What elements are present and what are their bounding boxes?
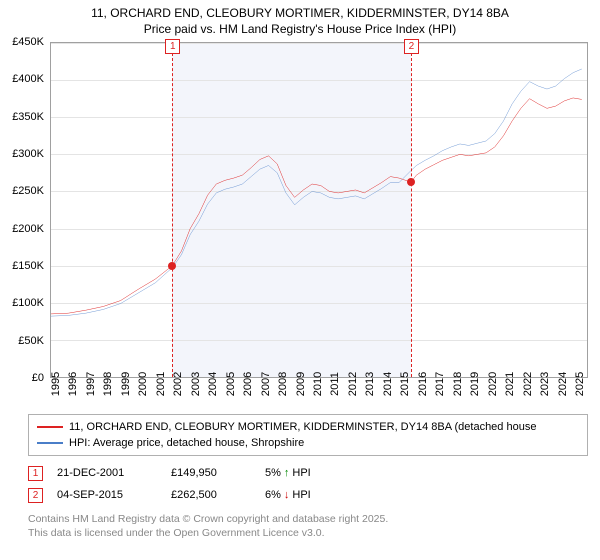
attribution: Contains HM Land Registry data © Crown c… (28, 512, 588, 540)
x-tick-label: 1996 (67, 372, 79, 396)
y-tick-label: £250K (12, 185, 44, 197)
x-tick-label: 1998 (102, 372, 114, 396)
y-tick-label: £150K (12, 260, 44, 272)
series-hpi (51, 69, 582, 316)
markers-table: 1 21-DEC-2001 £149,950 5% ↑ HPI 2 04-SEP… (28, 462, 588, 506)
arrow-down-icon: ↓ (284, 489, 290, 501)
x-tick-label: 2023 (539, 372, 551, 396)
y-tick-label: £0 (32, 372, 44, 384)
x-tick-label: 2024 (557, 372, 569, 396)
x-tick-label: 2018 (452, 372, 464, 396)
marker-id: 2 (33, 490, 39, 501)
legend: 11, ORCHARD END, CLEOBURY MORTIMER, KIDD… (28, 414, 588, 456)
x-tick-label: 2006 (242, 372, 254, 396)
x-tick-label: 2004 (207, 372, 219, 396)
marker-price: £262,500 (171, 489, 251, 501)
x-tick-label: 2020 (487, 372, 499, 396)
chart-area: 12 £0£50K£100K£150K£200K£250K£300K£350K£… (50, 42, 588, 408)
x-tick-label: 2013 (364, 372, 376, 396)
title-block: 11, ORCHARD END, CLEOBURY MORTIMER, KIDD… (0, 0, 600, 38)
marker-row: 2 04-SEP-2015 £262,500 6% ↓ HPI (28, 484, 588, 506)
marker-badge: 1 (165, 39, 180, 54)
x-tick-label: 1997 (85, 372, 97, 396)
x-tick-label: 2009 (295, 372, 307, 396)
x-tick-label: 2008 (277, 372, 289, 396)
attribution-line: This data is licensed under the Open Gov… (28, 526, 588, 540)
marker-suffix: HPI (292, 467, 310, 479)
marker-id: 1 (33, 468, 39, 479)
x-tick-label: 2015 (399, 372, 411, 396)
legend-item: HPI: Average price, detached house, Shro… (37, 435, 579, 451)
marker-date: 21-DEC-2001 (57, 467, 157, 479)
y-tick-label: £200K (12, 223, 44, 235)
marker-price: £149,950 (171, 467, 251, 479)
legend-swatch (37, 426, 63, 428)
series-lines (51, 43, 587, 377)
x-tick-label: 1999 (120, 372, 132, 396)
legend-label: 11, ORCHARD END, CLEOBURY MORTIMER, KIDD… (69, 421, 536, 433)
marker-pct-value: 5% (265, 467, 281, 479)
chart-container: 11, ORCHARD END, CLEOBURY MORTIMER, KIDD… (0, 0, 600, 560)
y-tick-label: £350K (12, 111, 44, 123)
x-tick-label: 2022 (522, 372, 534, 396)
legend-swatch (37, 442, 63, 444)
x-tick-label: 2000 (137, 372, 149, 396)
y-tick-label: £50K (18, 335, 44, 347)
arrow-up-icon: ↑ (284, 467, 290, 479)
marker-date: 04-SEP-2015 (57, 489, 157, 501)
marker-line (411, 43, 412, 377)
x-tick-label: 2019 (469, 372, 481, 396)
marker-badge: 2 (404, 39, 419, 54)
y-tick-label: £300K (12, 148, 44, 160)
attribution-line: Contains HM Land Registry data © Crown c… (28, 512, 588, 526)
title-subtitle: Price paid vs. HM Land Registry's House … (10, 22, 590, 36)
x-tick-label: 2010 (312, 372, 324, 396)
x-tick-label: 2021 (504, 372, 516, 396)
x-tick-label: 2001 (155, 372, 167, 396)
marker-row: 1 21-DEC-2001 £149,950 5% ↑ HPI (28, 462, 588, 484)
x-tick-label: 2005 (225, 372, 237, 396)
marker-badge: 2 (28, 488, 43, 503)
y-tick-label: £450K (12, 36, 44, 48)
marker-pct: 6% ↓ HPI (265, 489, 311, 501)
marker-dot (407, 178, 415, 186)
marker-dot (168, 262, 176, 270)
x-tick-label: 2007 (260, 372, 272, 396)
x-tick-label: 2012 (347, 372, 359, 396)
x-tick-label: 2016 (417, 372, 429, 396)
marker-pct-value: 6% (265, 489, 281, 501)
y-tick-label: £100K (12, 297, 44, 309)
legend-label: HPI: Average price, detached house, Shro… (69, 437, 304, 449)
x-tick-label: 2025 (574, 372, 586, 396)
x-tick-label: 2003 (190, 372, 202, 396)
x-tick-label: 2017 (434, 372, 446, 396)
marker-line (172, 43, 173, 377)
x-tick-label: 2014 (382, 372, 394, 396)
series-property (51, 98, 582, 314)
plot-region: 12 (50, 42, 588, 378)
marker-badge: 1 (28, 466, 43, 481)
marker-suffix: HPI (292, 489, 310, 501)
y-tick-label: £400K (12, 73, 44, 85)
x-tick-label: 2011 (329, 372, 341, 396)
x-tick-label: 1995 (50, 372, 62, 396)
legend-item: 11, ORCHARD END, CLEOBURY MORTIMER, KIDD… (37, 419, 579, 435)
title-address: 11, ORCHARD END, CLEOBURY MORTIMER, KIDD… (10, 6, 590, 20)
marker-pct: 5% ↑ HPI (265, 467, 311, 479)
x-tick-label: 2002 (172, 372, 184, 396)
